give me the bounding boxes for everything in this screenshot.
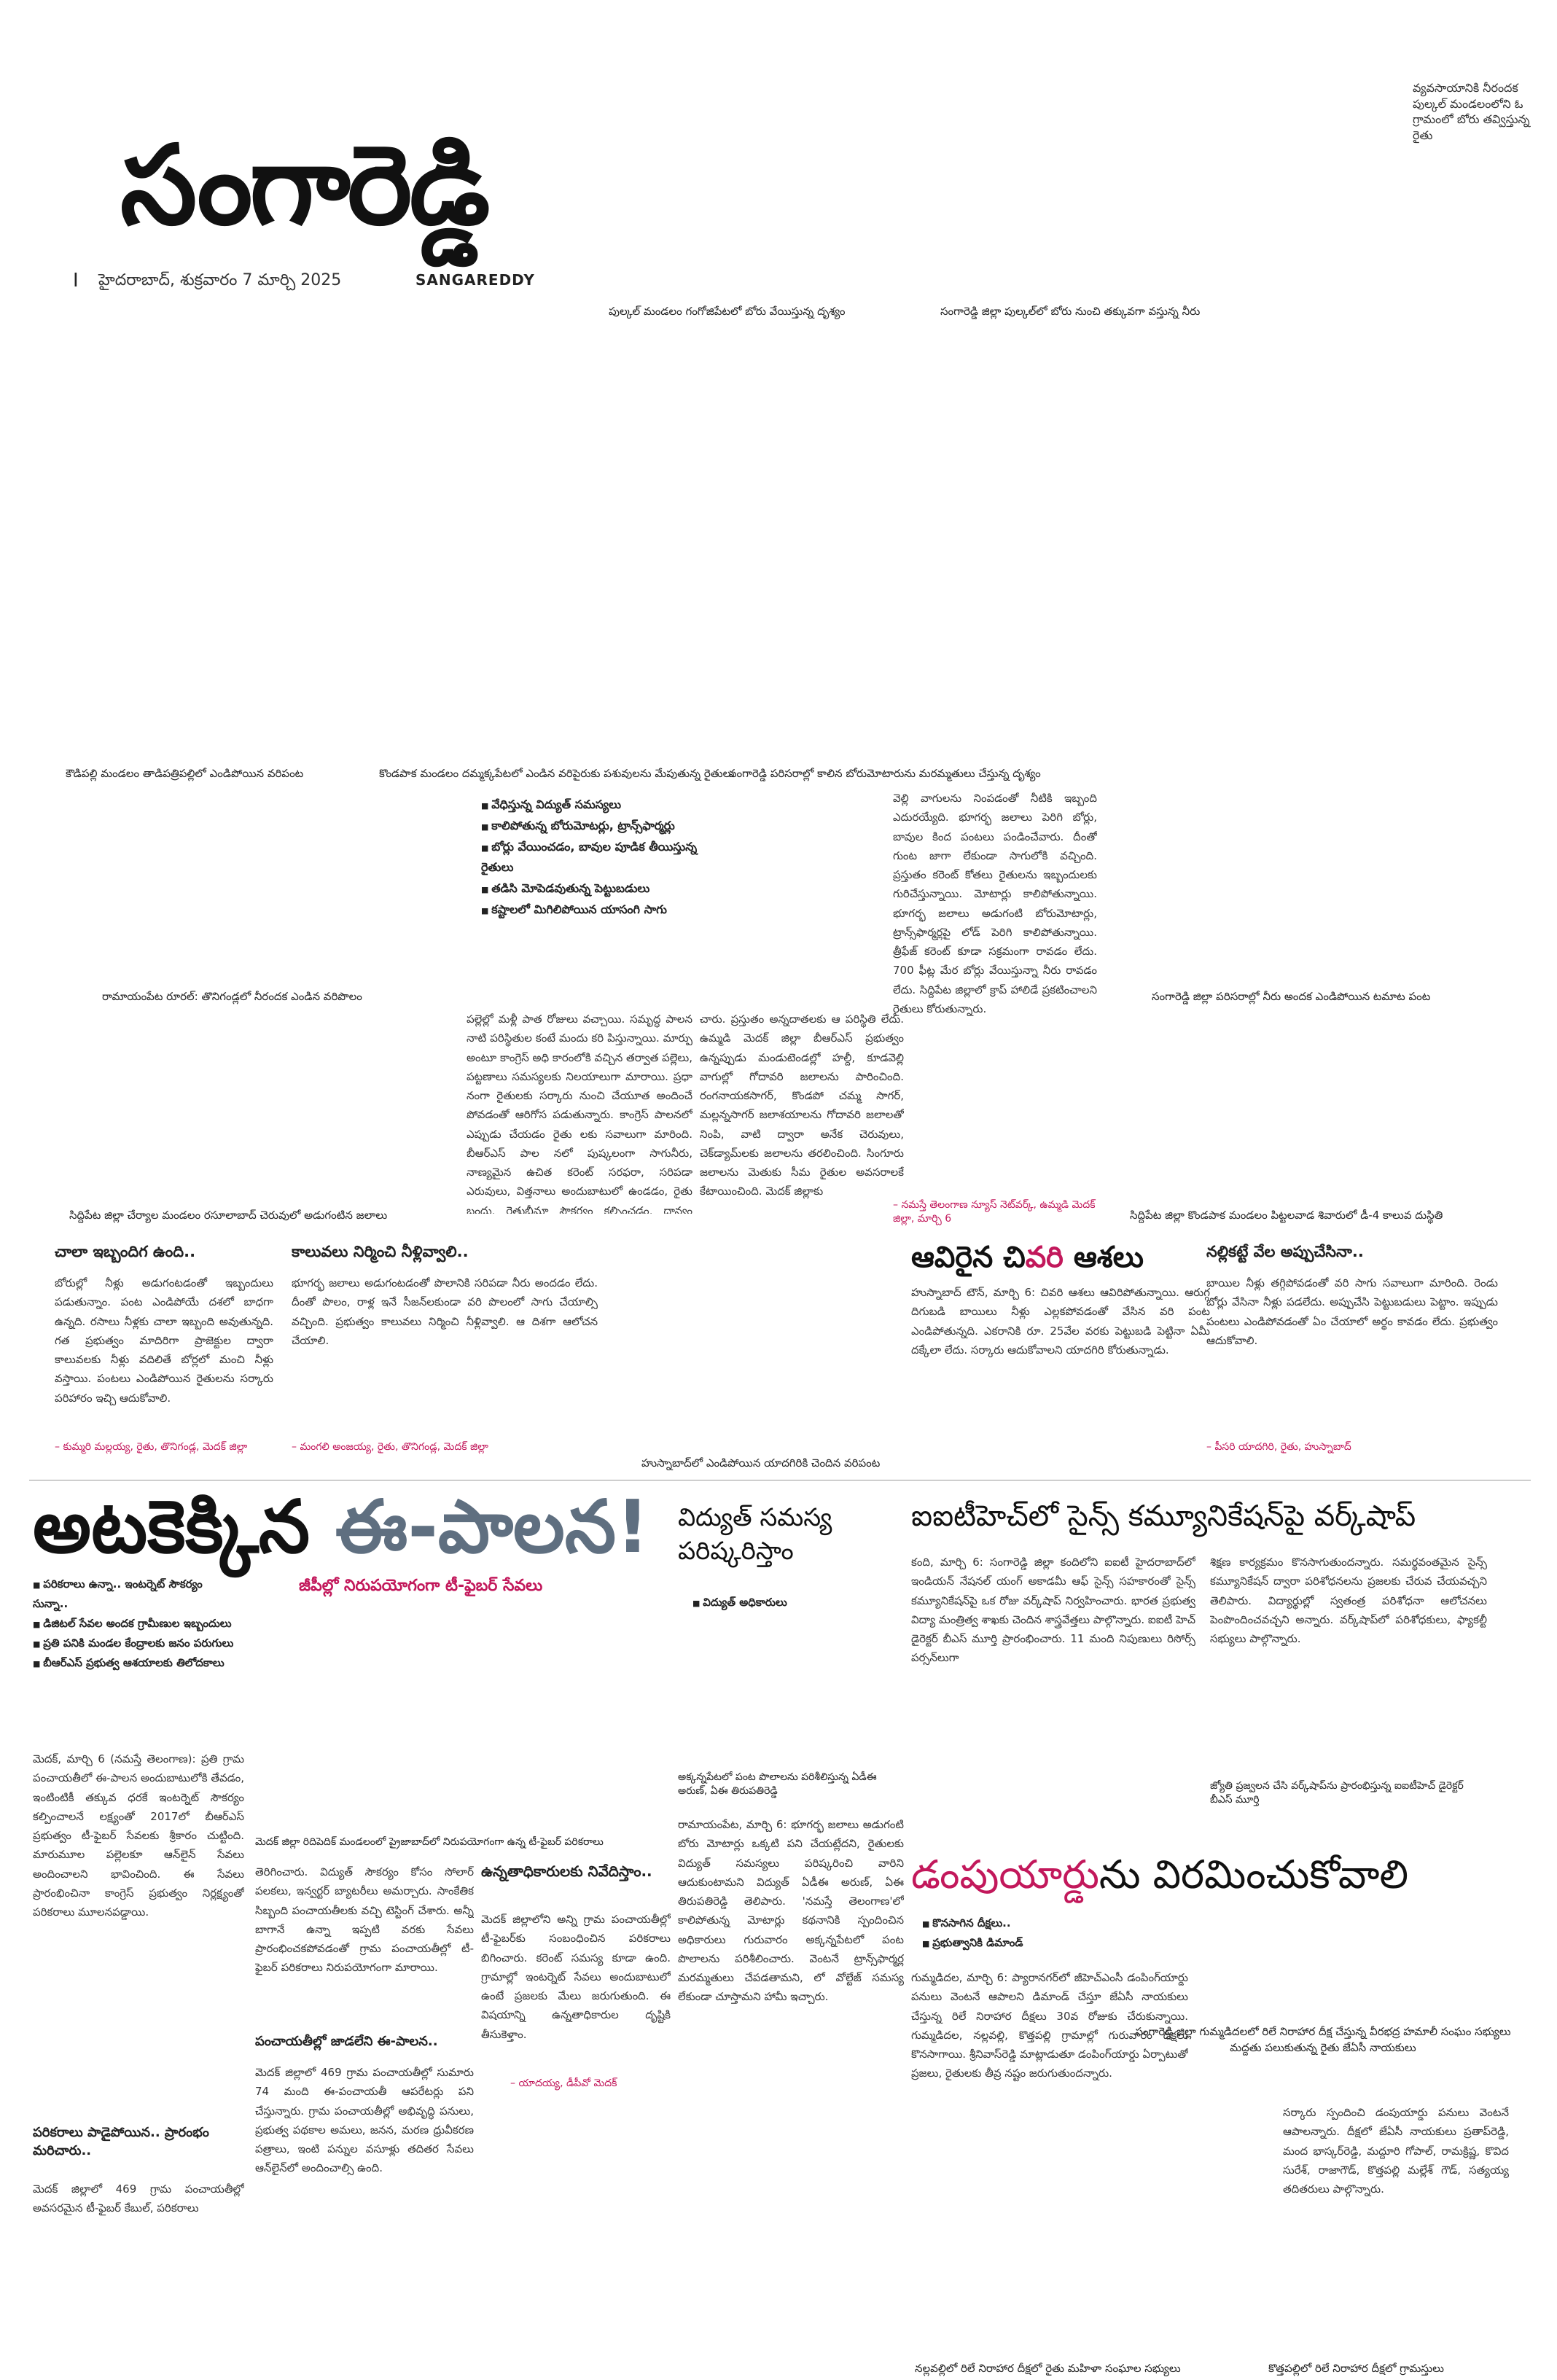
workshop-headline: ఐఐటీహెచ్‌లో సైన్స్ కమ్యూనికేషన్‌పై వర్క్… xyxy=(911,1499,1416,1533)
farm-bullet: వేధిస్తున్న విద్యుత్ సమస్యలు xyxy=(481,795,700,816)
quote-heading: కాలువలు నిర్మించి నీళ్లివ్వాలి.. xyxy=(292,1243,469,1260)
epalana-col2: తెరిగించారు. విద్యుత్ సౌకర్యం కోసం సోలార… xyxy=(255,1865,474,1975)
masthead-subtitle: SANGAREDDY xyxy=(415,271,535,289)
page-number: I xyxy=(73,270,79,292)
caption-sangareddy-field: సంగారెడ్డి పరిసరాల్లో కాలిన బోరుమోటారును… xyxy=(729,767,1041,780)
caption-kottapalli: కొత్తపల్లిలో రిలే నిరాహార దీక్షలో గ్రామస… xyxy=(1268,2362,1444,2375)
quote-heading: నల్లికట్టే వేల అప్పుచేసినా.. xyxy=(1206,1243,1364,1260)
epalana-bullet: పరికరాలు ఉన్నా.. ఇంటర్నెట్ సౌకర్యం సున్న… xyxy=(33,1575,237,1614)
epalana-col3: మెదక్ జిల్లాలోని అన్ని గ్రామ పంచాయతీల్లో… xyxy=(481,1913,671,2041)
epalana-byline3: – యాదయ్య, డీపీవో మెదక్ xyxy=(510,2077,617,2089)
caption-akkannapet: అక్కన్నపేటలో పంట పొలాలను పరిశీలిస్తున్న … xyxy=(678,1771,877,1797)
epalana-photo xyxy=(255,1604,671,1830)
epalana-bullet: ప్రతి పనికి మండల కేంద్రాలకు జనం పరుగులు xyxy=(33,1634,237,1653)
quote-byline: – కుమ్మరి మల్లయ్య, రైతు, తొనిగండ్ల, మెదక… xyxy=(55,1441,248,1453)
dumping-bullet: కొనసాగిన దీక్షలు.. xyxy=(922,1913,1023,1933)
farm-bullets: వేధిస్తున్న విద్యుత్ సమస్యలు కాలిపోతున్న… xyxy=(481,795,700,921)
quote-box-2: కాలువలు నిర్మించి నీళ్లివ్వాలి.. భూగర్భ … xyxy=(292,1243,598,1455)
epalana-sub3: ఉన్నతాధికారులకు నివేదిస్తాం.. xyxy=(481,1862,652,1880)
top-photo-area xyxy=(583,292,1531,744)
caption-ramayampet: రామాయంపేట రూరల్: తొనిగండ్లలో నీరందక ఎండి… xyxy=(102,990,362,1003)
caption-sangareddy-bore-water: సంగారెడ్డి జిల్లా పుల్కల్‌లో బోరు నుంచి … xyxy=(940,305,1201,318)
top-corner-caption: వ్యవసాయానికి నీరందక పుల్కల్ మండలంలోని ఓ … xyxy=(1413,81,1530,142)
epalana-sub2: పంచాయతీల్లో జాడలేని ఈ-పాలన.. xyxy=(255,2034,438,2049)
husnabad-story: ఆవిరైన చివరి ఆశలు హుస్నాబాద్ టౌన్, మార్చ… xyxy=(911,1243,1210,1443)
caption-kondapaka: కొండపాక మండలం దమ్మక్కపేటలో ఎండిన వరిపైరు… xyxy=(379,767,735,780)
farm-bullet: బోర్లు వేయించడం, బావుల పూడిక తీయిస్తున్న… xyxy=(481,837,700,879)
dumping-bullets: కొనసాగిన దీక్షలు.. ప్రభుత్వానికి డిమాండ్ xyxy=(922,1913,1023,1953)
epalana-col1b: మెదక్ జిల్లాలో 469 గ్రామ పంచాయతీల్లో అవస… xyxy=(33,2182,244,2215)
caption-workshop: జ్యోతి ప్రజ్వలన చేసి వర్క్‌షాప్‌ను ప్రార… xyxy=(1210,1780,1464,1806)
dumping-col2: సర్కారు స్పందించి డంపుయార్డు పనులు వెంటన… xyxy=(1283,2106,1509,2196)
epalana-bullet: డిజిటల్ సేవల అందక గ్రామీణుల ఇబ్బందులు xyxy=(33,1614,237,1634)
quote-body: బాయిల నీళ్లు తగ్గిపోవడంతో వరి సాగు సవాలు… xyxy=(1206,1276,1498,1347)
farm-story-col1: పల్లెల్లో మళ్లీ పాత రోజులు వచ్చాయి. సమృద… xyxy=(467,1013,692,1214)
caption-medak-kiosk: మెదక్ జిల్లా రిదిపెదిక్ మండలంలో ప్రైజాబా… xyxy=(255,1836,604,1848)
farm-story-col2: చారు. ప్రస్తుతం అన్నదాతలకు ఆ పరిస్థితి ల… xyxy=(700,1013,904,1198)
workshop-col2: శిక్షణ కార్యక్రమం కొనసాగుతుందన్నారు. సమర… xyxy=(1210,1556,1487,1645)
dumping-headline: డంపుయార్డును విరమించుకోవాలి xyxy=(911,1852,1409,1897)
workshop-photo xyxy=(1210,1713,1487,1779)
masthead-title: సంగారెడ్డి xyxy=(120,122,490,249)
farm-story-byline: – నమస్తే తెలంగాణ న్యూస్ నెట్‌వర్క్, ఉమ్మ… xyxy=(893,1199,1096,1225)
dumping-bullet: ప్రభుత్వానికి డిమాండ్ xyxy=(922,1933,1023,1953)
epalana-sub1: పరికరాలు పాడైపోయిన.. ప్రారంభం మరిచారు.. xyxy=(33,2125,209,2158)
caption-husnabad: హుస్నాబాద్‌లో ఎండిపోయిన యాదగిరికి చెందిన… xyxy=(641,1456,881,1470)
caption-siddipet-kondapaka: సిద్దిపేట జిల్లా కొండపాక మండలం పిట్టలవాడ… xyxy=(1130,1209,1443,1222)
power-bullets: విద్యుత్ అధికారులు xyxy=(692,1593,787,1612)
quote-body: భూగర్భ జలాలు అడుగంటడంతో పొలానికి సరిపడా … xyxy=(292,1276,598,1347)
power-photo xyxy=(678,1618,904,1764)
quote-byline: – మంగలి అంజయ్య, రైతు, తొనిగండ్ల, మెదక్ జ… xyxy=(292,1441,488,1453)
farm-bullet: కాలిపోతున్న బోరుమోటర్లు, ట్రాన్స్‌ఫార్మర… xyxy=(481,816,700,837)
epalana-bullet: బీఆర్ఎస్ ప్రభుత్వ ఆశయాలకు తిలోదకాలు xyxy=(33,1653,237,1673)
epalana-headline: అటకెక్కిన ఈ-పాలన! xyxy=(33,1484,649,1569)
farm-bullet: తడిసి మోపెడవుతున్న పెట్టుబడులు xyxy=(481,878,700,900)
caption-gummadidala: సంగారెడ్డి జిల్లా గుమ్మడిదలలో రిలే నిరాహ… xyxy=(1135,2025,1511,2054)
farm-bullet: కష్టాలలో మిగిలిపోయిన యాసంగి సాగు xyxy=(481,900,700,921)
caption-pulkal-bore: పుల్కల్ మండలం గంగోజిపేటలో బోరు వేయిస్తున… xyxy=(609,305,846,318)
caption-tomato: సంగారెడ్డి జిల్లా పరిసరాల్లో నీరు అందక ఎ… xyxy=(1152,990,1431,1003)
epalana-subheadline: జీపీల్లో నిరుపయోగంగా టీ-ఫైబర్ సేవలు xyxy=(299,1577,543,1595)
caption-nallavalli: నల్లవల్లిలో రిలే నిరాహార దీక్షలో రైతు మహ… xyxy=(915,2362,1181,2375)
workshop-col1: కంది, మార్చి 6: సంగారెడ్డి జిల్లా కందిలో… xyxy=(911,1556,1195,1665)
farm-story-col3: వెల్లి వాగులను నింపడంతో నీటికి ఇబ్బంది ఎ… xyxy=(893,792,1097,1015)
epalana-col1: మెదక్, మార్చి 6 (నమస్తే తెలంగాణ): ప్రతి … xyxy=(33,1752,244,1919)
dateline: హైదరాబాద్, శుక్రవారం 7 మార్చి 2025 xyxy=(98,271,342,289)
caption-siddipet-tank: సిద్దిపేట జిల్లా చేర్యాల మండలం రసూలాబాద్… xyxy=(69,1209,388,1222)
dumping-photo xyxy=(1203,1910,1516,2012)
power-body: రామాయంపేట, మార్చి 6: భూగర్భ జలాలు అడుగంట… xyxy=(678,1818,904,2004)
epalana-col2b: మెదక్ జిల్లాలో 469 గ్రామ పంచాయతీల్లో సుమ… xyxy=(255,2066,474,2175)
dumping-col1: గుమ్మడిదల, మార్చి 6: ప్యారానగర్‌లో జీహెచ… xyxy=(911,1971,1188,2080)
power-bullet: విద్యుత్ అధికారులు xyxy=(692,1593,787,1612)
quote-byline: – పీసరి యాదగిరి, రైతు, హుస్నాబాద్ xyxy=(1206,1441,1351,1453)
quote-box-3: నల్లికట్టే వేల అప్పుచేసినా.. బాయిల నీళ్ల… xyxy=(1206,1243,1498,1455)
husnabad-body: హుస్నాబాద్ టౌన్, మార్చి 6: చివరి ఆశలు ఆవ… xyxy=(911,1286,1210,1357)
quote-box-1: చాలా ఇబ్బందిగ ఉంది.. బోరుల్లో నీళ్లు అడు… xyxy=(55,1243,273,1455)
quote-heading: చాలా ఇబ్బందిగ ఉంది.. xyxy=(55,1243,196,1260)
power-headline: విద్యుత్ సమస్య పరిష్కరిస్తాం xyxy=(678,1503,832,1566)
caption-kowdipally: కౌడిపల్లి మండలం తాడిపత్రిపల్లిలో ఎండిపోయ… xyxy=(66,767,304,780)
quote-body: బోరుల్లో నీళ్లు అడుగంటడంతో ఇబ్బందులు పడు… xyxy=(55,1276,273,1405)
husnabad-headline: ఆవిరైన చివరి ఆశలు xyxy=(911,1241,1144,1274)
epalana-bullets: పరికరాలు ఉన్నా.. ఇంటర్నెట్ సౌకర్యం సున్న… xyxy=(33,1575,237,1673)
